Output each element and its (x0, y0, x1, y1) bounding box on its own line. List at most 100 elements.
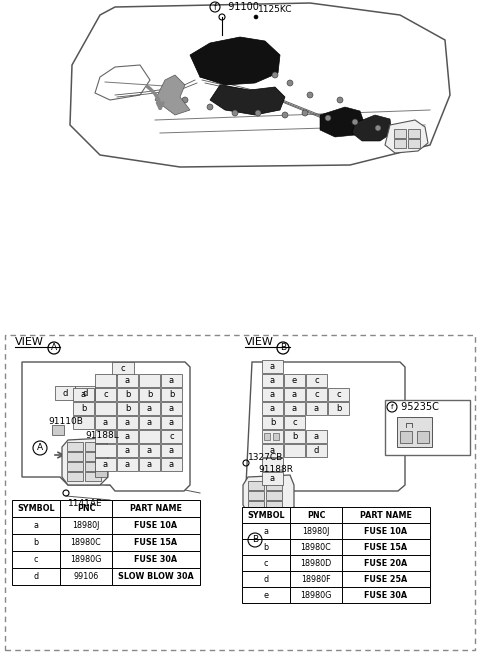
Text: a: a (125, 376, 130, 385)
Text: a: a (270, 390, 275, 399)
Text: a: a (264, 527, 268, 536)
Bar (284, 416, 305, 429)
Bar (75, 386, 95, 400)
Bar (85, 452, 101, 461)
Text: c: c (336, 390, 341, 399)
Text: c: c (120, 364, 125, 373)
Bar (12, 500, 60, 517)
Bar (161, 402, 182, 415)
Bar (273, 433, 279, 440)
Text: a: a (147, 446, 152, 455)
Bar (266, 481, 282, 490)
Circle shape (375, 125, 381, 131)
Bar (12, 534, 60, 551)
Bar (60, 517, 112, 534)
Bar (306, 430, 327, 443)
Bar (12, 568, 60, 585)
Bar (290, 507, 342, 523)
Bar (5, 335, 475, 650)
Polygon shape (385, 120, 428, 153)
Circle shape (287, 80, 293, 86)
Bar (397, 417, 432, 447)
Bar (95, 388, 116, 401)
Circle shape (254, 15, 258, 19)
Text: b: b (292, 432, 297, 441)
Bar (139, 374, 160, 387)
Text: SYMBOL: SYMBOL (247, 510, 285, 519)
Bar (306, 388, 327, 401)
Bar (161, 444, 182, 457)
Text: c: c (34, 555, 38, 564)
Text: c: c (264, 559, 268, 567)
Text: SLOW BLOW 30A: SLOW BLOW 30A (118, 572, 194, 581)
Bar (284, 388, 305, 401)
Circle shape (302, 110, 308, 116)
Bar (73, 402, 94, 415)
Bar (117, 416, 138, 429)
Bar (52, 425, 64, 435)
Text: B: B (252, 536, 258, 544)
Text: 18980F: 18980F (301, 574, 331, 584)
Bar (95, 416, 116, 429)
Circle shape (352, 119, 358, 125)
Polygon shape (246, 362, 405, 491)
Text: a: a (292, 404, 297, 413)
Bar (117, 444, 138, 457)
Text: FUSE 15A: FUSE 15A (134, 538, 178, 547)
Text: A: A (37, 443, 43, 453)
Text: c: c (103, 390, 108, 399)
Text: c: c (314, 376, 319, 385)
Bar (112, 517, 200, 534)
Text: a: a (169, 376, 174, 385)
Bar (306, 374, 327, 387)
Bar (85, 442, 101, 451)
Text: PART NAME: PART NAME (360, 510, 412, 519)
Text: 18980D: 18980D (300, 559, 332, 567)
Text: d: d (82, 388, 88, 398)
Bar (117, 430, 138, 443)
Text: 18980J: 18980J (302, 527, 330, 536)
Bar (408, 129, 420, 138)
Bar (262, 458, 283, 471)
Bar (95, 430, 116, 443)
Bar (290, 539, 342, 555)
Bar (117, 388, 138, 401)
Bar (60, 534, 112, 551)
Bar (342, 539, 430, 555)
Circle shape (255, 110, 261, 116)
Bar (117, 374, 138, 387)
Bar (328, 402, 349, 415)
Text: 91188L: 91188L (85, 430, 119, 440)
Bar (95, 402, 116, 415)
Bar (290, 555, 342, 571)
Polygon shape (22, 362, 190, 491)
Text: b: b (169, 390, 174, 399)
Bar (248, 501, 264, 510)
Text: VIEW: VIEW (245, 337, 274, 347)
Text: a: a (125, 446, 130, 455)
Bar (400, 431, 412, 443)
Bar (262, 472, 283, 485)
Text: a: a (270, 362, 275, 371)
Bar (60, 500, 112, 517)
Bar (266, 491, 282, 500)
Bar (266, 501, 282, 510)
Text: 95235C: 95235C (398, 402, 439, 412)
Bar (161, 416, 182, 429)
Text: a: a (169, 418, 174, 427)
Text: d: d (264, 574, 269, 584)
Bar (264, 433, 270, 440)
Text: VIEW: VIEW (15, 337, 44, 347)
Bar (112, 568, 200, 585)
Bar (139, 458, 160, 471)
Text: a: a (125, 460, 130, 469)
Circle shape (165, 89, 171, 95)
Polygon shape (62, 438, 108, 485)
Text: 91100: 91100 (222, 2, 259, 12)
Bar (262, 360, 283, 373)
Bar (67, 452, 83, 461)
Bar (161, 458, 182, 471)
Text: FUSE 30A: FUSE 30A (364, 591, 408, 599)
Polygon shape (243, 475, 294, 514)
Bar (73, 388, 94, 401)
